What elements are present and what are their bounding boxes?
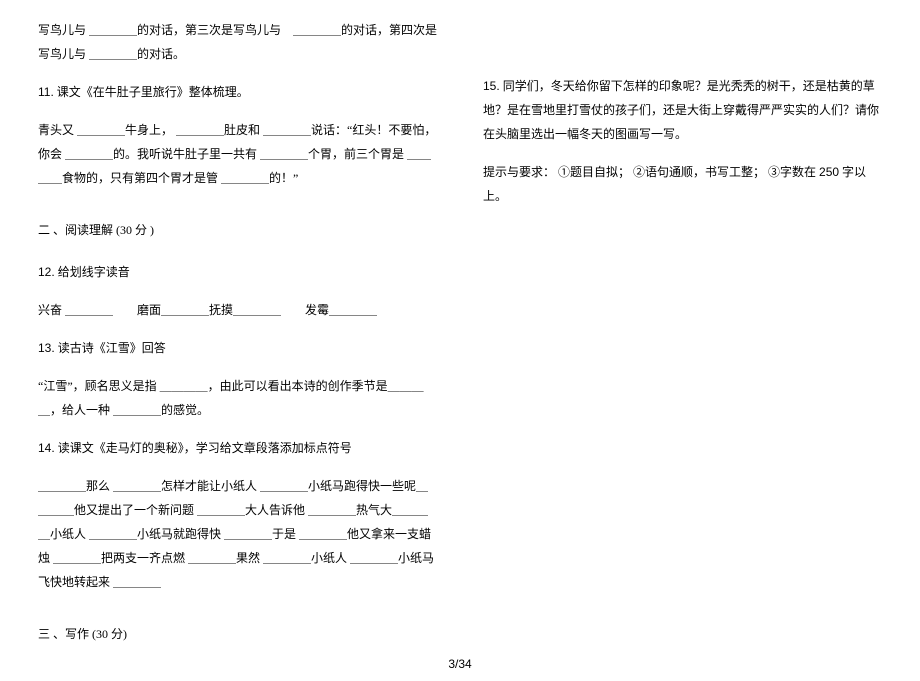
q12-body: 兴奋 ＿＿＿＿ 磨面＿＿＿＿抚摸＿＿＿＿ 发霉＿＿＿＿ <box>38 298 437 322</box>
question-11: 11. 课文《在牛肚子里旅行》整体梳理。 <box>38 80 437 104</box>
page-footer: 3/34 <box>0 657 920 671</box>
q15-hint-pre: 提示与要求： ①题目自拟； ②语句通顺，书写工整； ③字数在 <box>483 165 816 179</box>
spacer <box>483 18 882 74</box>
left-column: 写鸟儿与 ＿＿＿＿的对话，第三次是写鸟儿与 ＿＿＿＿的对话，第四次是写鸟儿与 ＿… <box>38 18 437 664</box>
section-2-heading: 二 、阅读理解 (30 分 ) <box>38 218 437 242</box>
q12-number: 12. <box>38 265 55 279</box>
q11-title: 课文《在牛肚子里旅行》整体梳理。 <box>54 85 249 99</box>
question-12: 12. 给划线字读音 <box>38 260 437 284</box>
q11-number: 11. <box>38 85 54 99</box>
q12-title: 给划线字读音 <box>55 265 130 279</box>
right-column: 15. 同学们，冬天给你留下怎样的印象呢？是光秃秃的树干，还是枯黄的草地？是在雪… <box>483 18 882 664</box>
q15-hint: 提示与要求： ①题目自拟； ②语句通顺，书写工整； ③字数在 250 字以上。 <box>483 160 882 208</box>
section-3-heading: 三 、写作 (30 分) <box>38 622 437 646</box>
q15-number: 15. <box>483 79 500 93</box>
q15-title: 同学们，冬天给你留下怎样的印象呢？是光秃秃的树干，还是枯黄的草地？是在雪地里打雪… <box>483 79 879 141</box>
q11-body: 青头又 ＿＿＿＿牛身上， ＿＿＿＿肚皮和 ＿＿＿＿说话：“红头！不要怕，你会 ＿… <box>38 118 437 190</box>
q13-number: 13. <box>38 341 55 355</box>
q14-title: 读课文《走马灯的奥秘》，学习给文章段落添加标点符号 <box>55 441 352 455</box>
question-13: 13. 读古诗《江雪》回答 <box>38 336 437 360</box>
q14-number: 14. <box>38 441 55 455</box>
q13-body: “江雪”，顾名思义是指 ＿＿＿＿，由此可以看出本诗的创作季节是＿＿＿＿，给人一种… <box>38 374 437 422</box>
q15-hint-num: 250 <box>819 165 839 179</box>
q13-title: 读古诗《江雪》回答 <box>55 341 166 355</box>
question-15: 15. 同学们，冬天给你留下怎样的印象呢？是光秃秃的树干，还是枯黄的草地？是在雪… <box>483 74 882 146</box>
question-14: 14. 读课文《走马灯的奥秘》，学习给文章段落添加标点符号 <box>38 436 437 460</box>
continuation-paragraph: 写鸟儿与 ＿＿＿＿的对话，第三次是写鸟儿与 ＿＿＿＿的对话，第四次是写鸟儿与 ＿… <box>38 18 437 66</box>
q14-body: ＿＿＿＿那么 ＿＿＿＿怎样才能让小纸人 ＿＿＿＿小纸马跑得快一些呢＿＿＿＿他又提… <box>38 474 437 594</box>
page-body: 写鸟儿与 ＿＿＿＿的对话，第三次是写鸟儿与 ＿＿＿＿的对话，第四次是写鸟儿与 ＿… <box>0 0 920 664</box>
